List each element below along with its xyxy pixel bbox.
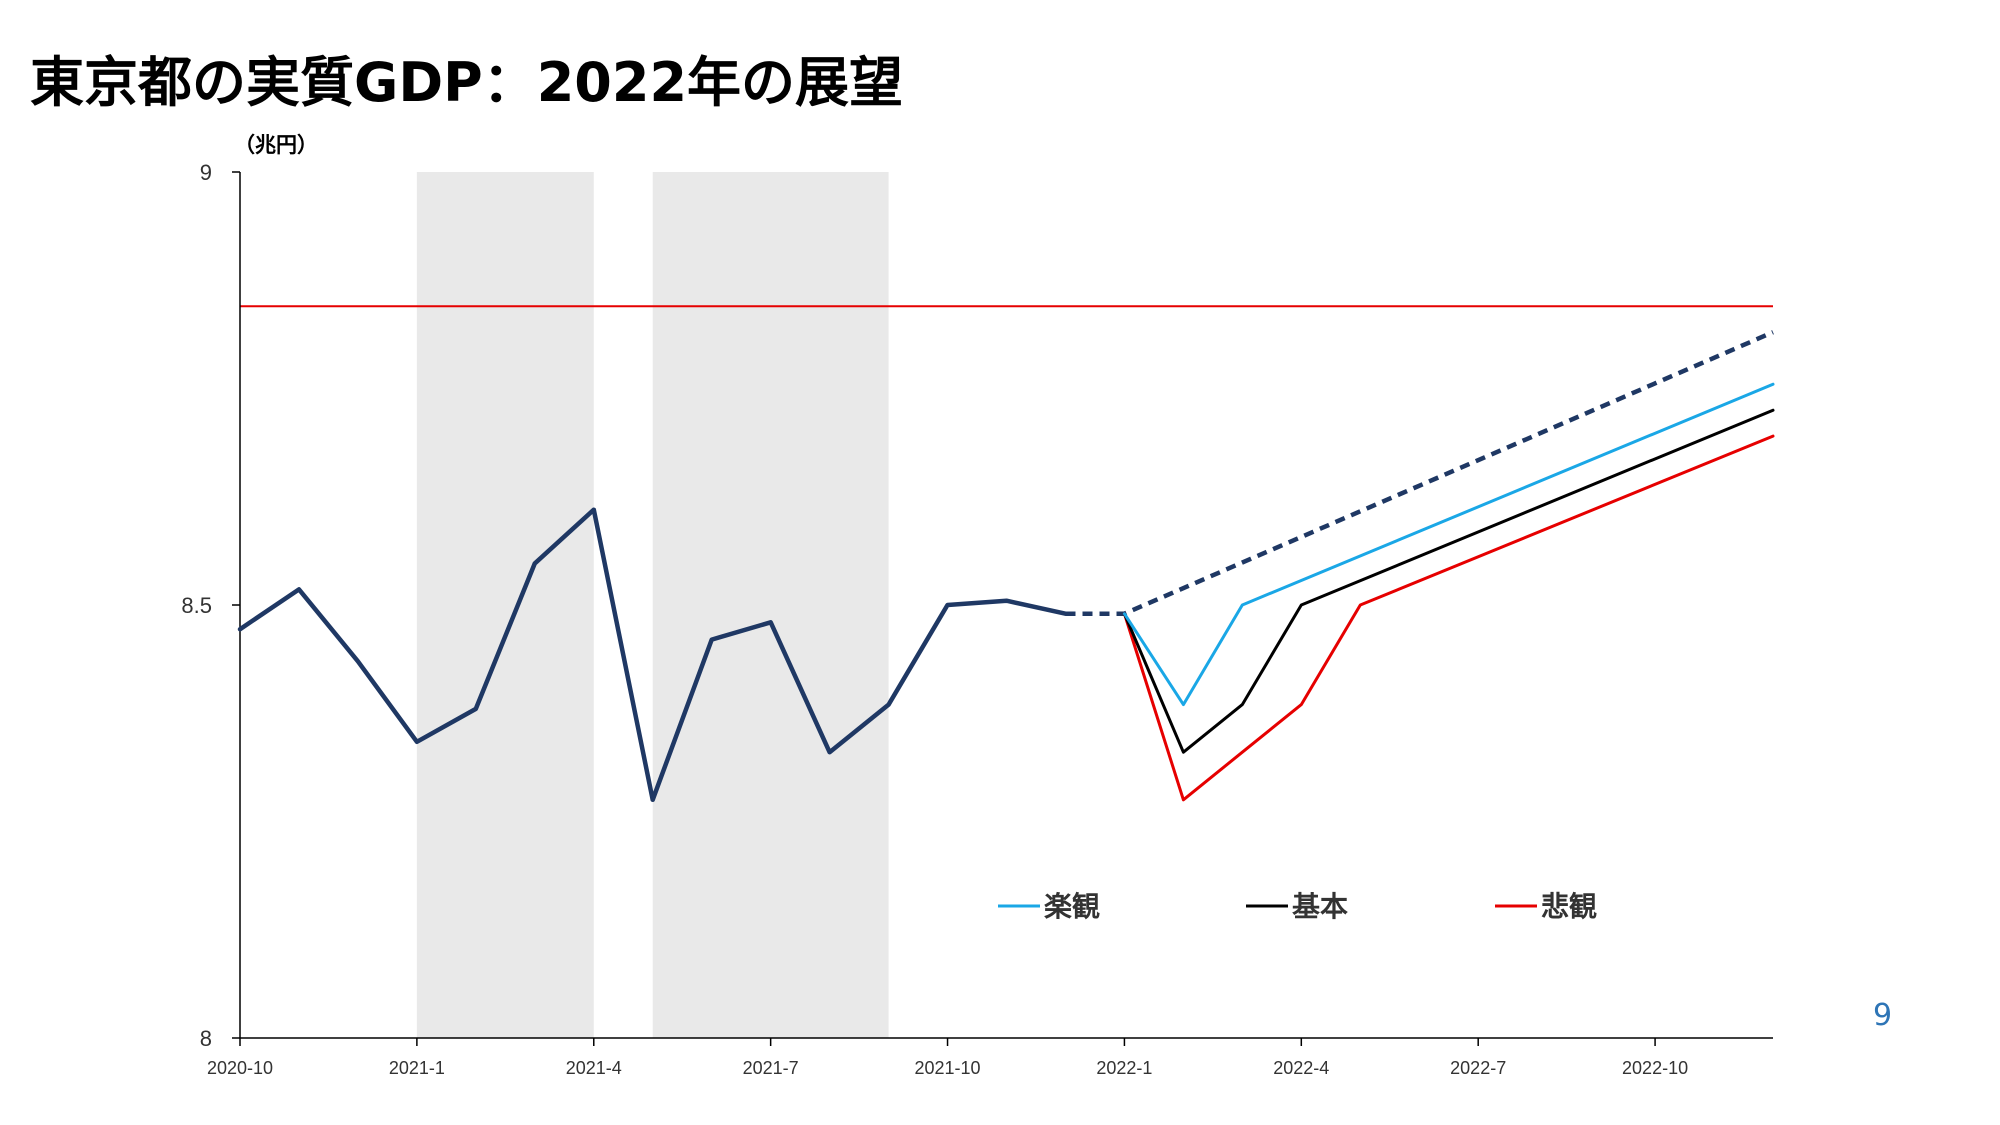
x-tick-label: 2022-1 <box>1096 1058 1152 1078</box>
x-tick-label: 2021-7 <box>743 1058 799 1078</box>
x-tick-label: 2022-4 <box>1273 1058 1329 1078</box>
series-line-pessimistic <box>1122 434 1775 802</box>
series-line-actual <box>237 507 1068 803</box>
x-tick-label: 2022-7 <box>1450 1058 1506 1078</box>
legend-label-pessimistic: 悲観 <box>1541 890 1597 923</box>
y-tick-label: 9 <box>200 160 212 185</box>
shaded-period-2 <box>652 172 889 1038</box>
x-tick-label: 2021-4 <box>566 1058 622 1078</box>
y-tick-label: 8 <box>200 1026 212 1051</box>
shaded-period-1 <box>416 172 594 1038</box>
x-tick-label: 2020-10 <box>207 1058 273 1078</box>
y-axis-unit-label: （兆円） <box>234 133 318 157</box>
x-tick-label: 2022-10 <box>1622 1058 1688 1078</box>
series-line-base <box>1122 408 1775 754</box>
series-line-optimistic <box>1122 382 1775 707</box>
page-title: 東京都の実質GDP：2022年の展望 <box>30 51 904 114</box>
x-tick-label: 2021-1 <box>389 1058 445 1078</box>
series-line-pre-covid-trend <box>1065 330 1774 616</box>
y-tick-label: 8.5 <box>181 593 212 618</box>
legend-label-base: 基本 <box>1292 890 1348 923</box>
legend-label-optimistic: 楽観 <box>1044 890 1100 923</box>
x-tick-label: 2021-10 <box>915 1058 981 1078</box>
page-number: 9 <box>1873 998 1893 1033</box>
